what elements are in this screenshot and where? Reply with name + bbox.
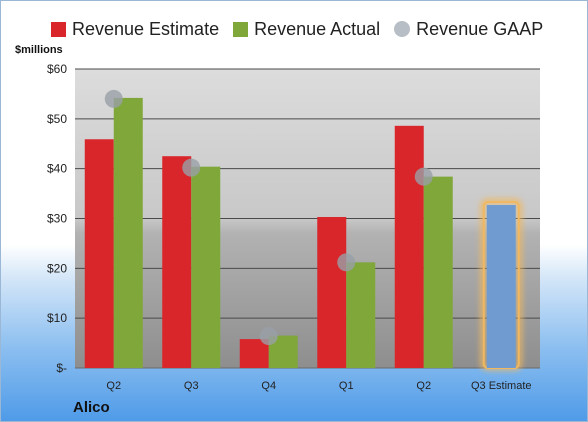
y-tick-label: $50	[47, 112, 67, 126]
bar-actual	[113, 97, 143, 369]
bar-estimate	[317, 217, 347, 368]
legend-swatch-actual	[233, 21, 249, 37]
legend-swatch-estimate	[51, 21, 66, 37]
y-tick-label: $40	[47, 162, 67, 176]
gaap-dot	[414, 167, 433, 186]
chart-legend: Revenue Estimate Revenue Actual Revenue …	[51, 17, 557, 41]
legend-item-estimate: Revenue Estimate	[51, 19, 219, 40]
x-tick-label: Q2	[416, 380, 431, 392]
legend-item-actual: Revenue Actual	[233, 19, 380, 40]
bar-estimate	[239, 339, 269, 368]
x-tick-label: Q3 Estimate	[471, 380, 532, 392]
x-tick-label: Q2	[106, 380, 121, 392]
bar-actual	[191, 166, 221, 368]
gaap-dot	[182, 158, 201, 177]
bar-estimate	[84, 139, 114, 368]
bar-estimate	[162, 156, 192, 368]
company-name: Alico	[73, 399, 110, 416]
bar-actual	[423, 176, 453, 368]
y-tick-label: $10	[47, 311, 67, 325]
y-tick-label: $30	[47, 212, 67, 226]
y-axis-unit-label: $millions	[15, 44, 63, 56]
bar-projected	[486, 205, 516, 368]
legend-swatch-gaap	[394, 21, 411, 37]
y-tick-label: $20	[47, 261, 67, 275]
legend-item-gaap: Revenue GAAP	[394, 19, 543, 40]
gaap-dot	[259, 327, 278, 346]
x-tick-label: Q1	[339, 380, 354, 392]
bar-estimate	[394, 125, 424, 368]
y-tick-label: $60	[47, 62, 67, 76]
bar-actual	[346, 262, 376, 368]
x-tick-label: Q4	[261, 380, 276, 392]
gaap-dot	[337, 253, 356, 272]
x-tick-label: Q3	[184, 380, 199, 392]
legend-label-actual: Revenue Actual	[254, 18, 381, 39]
legend-label-estimate: Revenue Estimate	[72, 18, 220, 39]
legend-label-gaap: Revenue GAAP	[416, 18, 544, 39]
gaap-dot	[104, 89, 123, 108]
y-tick-label: $-	[56, 361, 67, 375]
